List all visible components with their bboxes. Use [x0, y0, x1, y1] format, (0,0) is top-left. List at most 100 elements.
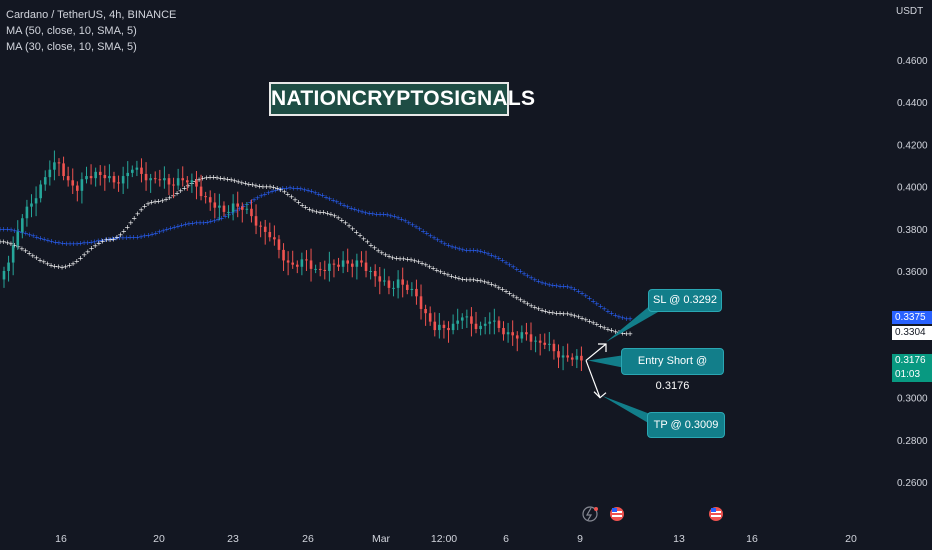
candle-body: [364, 262, 368, 271]
ma-marker: +: [167, 194, 173, 202]
ma-marker: +: [430, 265, 436, 273]
candle-body: [85, 176, 88, 180]
ma-marker: +: [203, 174, 209, 182]
ma-marker: +: [319, 192, 325, 200]
ma-marker: +: [525, 272, 531, 280]
candle-body: [240, 206, 244, 210]
candle-body: [451, 323, 455, 331]
ma-marker: +: [525, 300, 531, 308]
ma-marker: +: [63, 240, 69, 248]
ma-marker: +: [539, 279, 545, 287]
ma-marker: +: [359, 208, 365, 216]
ma-marker: +: [539, 306, 545, 314]
ma-marker: +: [321, 209, 327, 217]
ma-marker: +: [60, 240, 66, 248]
ma-marker: +: [361, 235, 367, 243]
stop-loss-callout: SL @ 0.3292: [648, 289, 722, 312]
tp-callout-pointer: [602, 395, 650, 424]
ma-marker: +: [298, 185, 304, 193]
ma-marker: +: [395, 214, 401, 222]
candle-body: [570, 357, 574, 360]
ma-marker: +: [70, 260, 76, 268]
ma-marker: +: [406, 219, 412, 227]
ma-marker: +: [221, 175, 227, 183]
candle-body: [575, 355, 579, 360]
ma-marker: +: [431, 234, 437, 242]
ma-marker: +: [81, 239, 87, 247]
ma-marker: +: [557, 310, 563, 318]
candle-body: [34, 198, 38, 204]
candle-body: [309, 260, 313, 269]
ma-marker: +: [59, 263, 65, 271]
ma-marker: +: [386, 253, 392, 261]
symbol-title[interactable]: Cardano / TetherUS, 4h, BINANCE: [6, 9, 177, 21]
ma-marker: +: [445, 242, 451, 250]
ma-marker: +: [612, 328, 618, 336]
candle-body: [566, 355, 569, 358]
ma-marker: +: [485, 279, 491, 287]
candle-body: [76, 185, 79, 191]
ma-marker: +: [306, 206, 312, 214]
ma-marker: +: [419, 260, 425, 268]
ma-marker: +: [404, 255, 410, 263]
price-unit: USDT: [896, 6, 924, 17]
candle-body: [236, 203, 240, 207]
countdown-badge: 01:03: [892, 368, 932, 382]
ma-marker: +: [579, 290, 585, 298]
lightning-icon[interactable]: [582, 506, 598, 522]
ma-marker: +: [324, 209, 330, 217]
ma-marker: +: [138, 233, 144, 241]
ma-marker: +: [377, 211, 383, 219]
candle-body: [424, 308, 427, 314]
brand-watermark: NATIONCRYPTOSIGNALS: [269, 82, 535, 116]
ma-marker: +: [445, 271, 451, 279]
ma-marker: +: [316, 190, 322, 198]
candle-body: [515, 335, 519, 339]
ma-marker: +: [627, 330, 633, 338]
candle-body: [323, 269, 327, 271]
ma-marker: +: [438, 268, 444, 276]
ma-marker: +: [370, 210, 376, 218]
candle-body: [259, 225, 262, 227]
ma-marker: +: [181, 184, 187, 192]
ma-marker: +: [550, 309, 556, 317]
ma-marker: +: [332, 212, 338, 220]
candle-body: [502, 327, 505, 335]
ma-marker: +: [276, 185, 282, 193]
ma-marker: +: [452, 274, 458, 282]
ma-marker: +: [131, 215, 137, 223]
ma-marker: +: [15, 228, 21, 236]
candle-body: [218, 205, 221, 208]
ma50-legend[interactable]: MA (50, close, 10, SMA, 5): [6, 25, 137, 37]
ma-marker: +: [67, 240, 73, 248]
ma-marker: +: [74, 240, 80, 248]
ma-marker: +: [492, 282, 498, 290]
candle-body: [158, 179, 162, 181]
ma-marker: +: [517, 268, 523, 276]
ma-marker: +: [256, 182, 262, 190]
time-tick-label: 16: [746, 533, 758, 545]
candle-body: [199, 186, 203, 197]
candle-body: [295, 264, 299, 267]
candle-body: [442, 324, 446, 328]
ma-marker: +: [294, 185, 300, 193]
ma-marker: +: [528, 302, 534, 310]
ma30-legend[interactable]: MA (30, close, 10, SMA, 5): [6, 41, 137, 53]
candle-body: [419, 296, 423, 309]
candle-body: [7, 262, 10, 271]
candle-body: [66, 176, 70, 181]
ma-marker: +: [37, 256, 43, 264]
ma-marker: +: [535, 305, 541, 313]
ma-marker: +: [521, 298, 527, 306]
ma-marker: +: [41, 258, 47, 266]
ma-marker: +: [145, 231, 151, 239]
ma-marker: +: [441, 270, 447, 278]
candle-body: [438, 324, 441, 331]
ma-marker: +: [296, 199, 302, 207]
event-icons: [582, 506, 723, 522]
ma-marker: +: [71, 240, 77, 248]
ma-marker: +: [81, 251, 87, 259]
ma-marker: +: [246, 180, 252, 188]
ma-marker: +: [605, 325, 611, 333]
candle-body: [195, 180, 198, 187]
